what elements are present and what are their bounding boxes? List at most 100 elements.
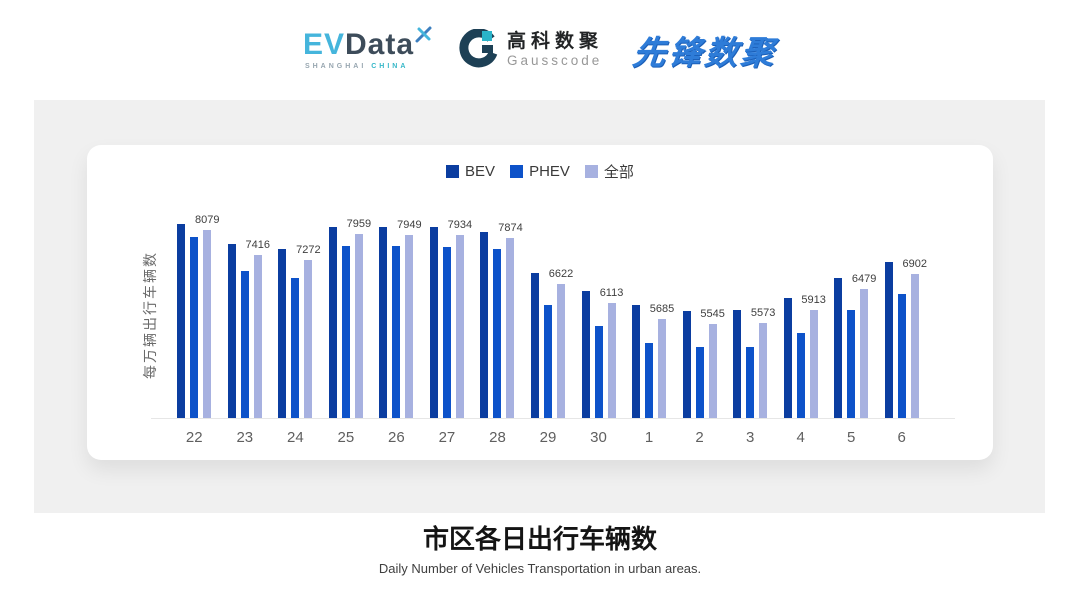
bar-phev-23	[240, 270, 249, 418]
bar-phev-6	[897, 294, 906, 418]
bar-全部-29	[556, 283, 565, 418]
bar-全部-25	[354, 234, 363, 418]
bar-全部-22	[203, 230, 212, 418]
legend-label: 全部	[603, 164, 634, 181]
x-tick-23: 23	[236, 429, 254, 446]
gausscode-cn-text: 高科数聚	[507, 31, 604, 52]
bar-全部-2	[708, 323, 717, 418]
bar-group-30: 6113	[581, 207, 623, 418]
x-axis-labels: 22 23 24 25 26 27 28 29 30 1 2 3 4 5 6	[169, 429, 927, 446]
chart-subtitle: Daily Number of Vehicles Transportation …	[378, 561, 702, 576]
x-tick-2: 2	[695, 429, 704, 446]
x-tick-3: 3	[745, 429, 755, 446]
bar-group-28: 7874	[480, 207, 523, 418]
evdata-logo: EVData SHANGHAI CHINA	[303, 26, 432, 70]
x-tick-6: 6	[897, 429, 906, 446]
bar-group-25: 7959	[328, 207, 371, 418]
bar-phev-22	[190, 237, 199, 418]
bar-group-29: 6622	[530, 207, 573, 418]
evdata-shanghai-text: SHANGHAI	[304, 63, 367, 70]
bar-全部-3	[759, 322, 768, 418]
x-tick-4: 4	[796, 429, 805, 446]
bar-全部-30	[607, 302, 616, 418]
x-axis-line	[151, 418, 955, 419]
bar-bev-22	[177, 224, 186, 418]
bar-bev-24	[278, 248, 287, 418]
x-tick-25: 25	[337, 429, 355, 446]
legend-label: BEV	[465, 163, 496, 180]
bar-value-label-29: 6622	[548, 267, 574, 280]
bar-value-label-26: 7949	[397, 218, 422, 231]
bar-bev-26	[379, 227, 388, 418]
chart-panel: BEV PHEV 全部 每万辆出行车辆数 8079 7416 7272 7959 7949 7…	[34, 100, 1045, 513]
legend-item-phev[interactable]: PHEV	[510, 163, 570, 180]
caption-block: 市区各日出行车辆数 Daily Number of Vehicles Trans…	[0, 522, 1080, 576]
bar-phev-24	[291, 278, 300, 418]
bar-group-23: 7416	[227, 207, 270, 418]
evdata-china-text: CHINA	[371, 63, 409, 70]
legend-swatch-icon	[510, 165, 524, 178]
x-tick-28: 28	[489, 429, 506, 446]
bar-value-label-3: 5573	[750, 306, 776, 319]
bar-value-label-30: 6113	[599, 286, 624, 299]
bar-全部-4	[809, 310, 818, 418]
bar-bev-27	[429, 227, 438, 418]
bar-全部-1	[658, 318, 667, 418]
x-tick-30: 30	[590, 429, 607, 446]
bar-全部-27	[455, 235, 464, 418]
x-tick-24: 24	[286, 429, 304, 446]
bar-value-label-1: 5685	[649, 302, 675, 315]
x-tick-5: 5	[847, 429, 856, 446]
legend-swatch-icon	[446, 165, 460, 178]
bar-phev-26	[392, 246, 401, 418]
bar-bev-4	[783, 298, 792, 418]
chart-legend: BEV PHEV 全部	[87, 161, 993, 182]
gausscode-g-icon	[459, 29, 498, 68]
bar-group-6: 6902	[884, 207, 927, 418]
bar-value-label-28: 7874	[498, 221, 523, 234]
bar-bev-23	[227, 244, 236, 418]
plot-area: 8079 7416 7272 7959 7949 7934 7874 6622 6113 5685…	[169, 207, 927, 418]
bar-value-label-22: 8079	[195, 214, 220, 226]
bar-phev-25	[341, 245, 350, 418]
chart-title: 市区各日出行车辆数	[422, 524, 657, 554]
legend-item-bev[interactable]: BEV	[446, 163, 495, 180]
bar-group-24: 7272	[278, 207, 321, 418]
bar-group-2: 5545	[682, 207, 725, 418]
evdata-wordmark: EVData	[303, 30, 414, 60]
bar-bev-6	[884, 261, 893, 418]
bar-bev-29	[530, 272, 539, 418]
bar-value-label-24: 7272	[296, 243, 321, 256]
xianfeng-logo: 先锋数聚	[630, 34, 779, 71]
bar-bev-28	[480, 231, 489, 418]
bar-bev-5	[834, 277, 843, 418]
bar-group-4: 5913	[783, 207, 826, 418]
x-tick-22: 22	[185, 429, 203, 446]
legend-item-全部[interactable]: 全部	[584, 161, 634, 182]
x-tick-27: 27	[438, 429, 456, 446]
bar-bev-3	[733, 309, 742, 418]
gausscode-en-text: Gausscode	[507, 53, 603, 68]
bar-group-26: 7949	[379, 207, 422, 418]
evdata-star-icon	[415, 26, 432, 43]
y-axis-title: 每万辆出行车辆数	[142, 251, 158, 379]
bar-全部-23	[253, 254, 262, 418]
brand-header: EVData SHANGHAI CHINA 高科数聚 Gausscode 先锋	[0, 0, 1080, 100]
evdata-data-text: Data	[344, 28, 415, 61]
bar-value-label-6: 6902	[902, 257, 927, 270]
bar-value-label-2: 5545	[700, 307, 725, 320]
bar-value-label-5: 6479	[851, 273, 877, 286]
bar-bev-2	[682, 311, 691, 418]
bar-全部-6	[910, 273, 919, 418]
bar-bev-1	[632, 305, 641, 418]
bar-phev-1	[645, 343, 654, 418]
bar-group-3: 5573	[733, 207, 775, 418]
legend-label: PHEV	[529, 163, 570, 180]
bar-group-22: 8079	[177, 207, 220, 418]
bar-bev-25	[328, 227, 337, 418]
bar-group-5: 6479	[834, 207, 876, 418]
bar-value-label-27: 7934	[447, 219, 473, 232]
bar-phev-5	[847, 310, 856, 418]
bar-全部-5	[860, 289, 869, 418]
